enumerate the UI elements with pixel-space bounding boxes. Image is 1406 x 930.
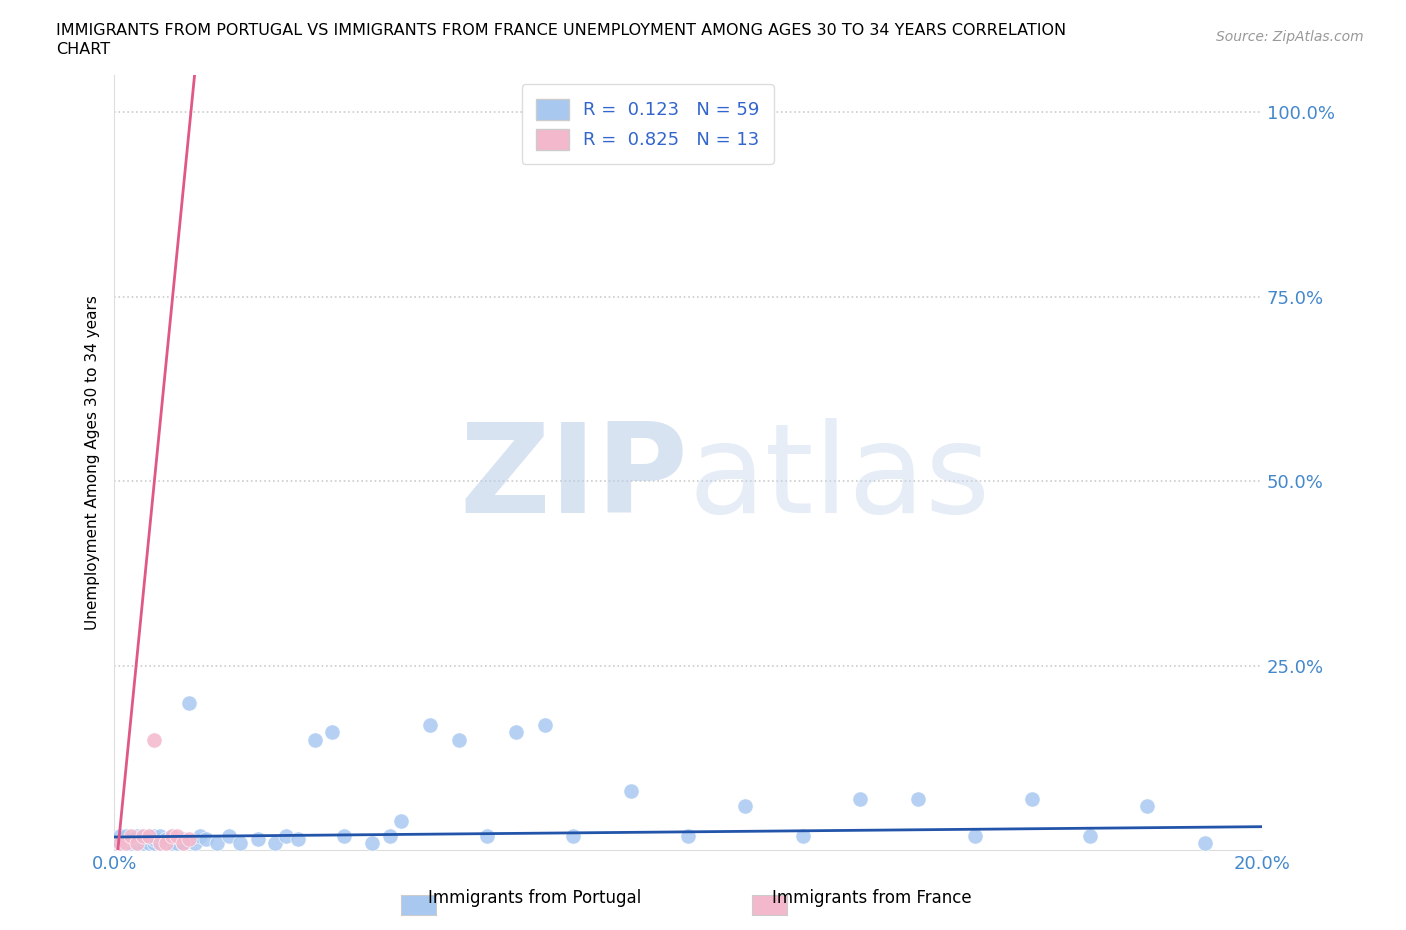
Point [361, 835, 384, 850]
Point [447, 732, 470, 747]
Point [132, 828, 155, 843]
Point [505, 724, 527, 739]
Text: Immigrants from France: Immigrants from France [772, 889, 972, 907]
Point [120, 828, 142, 843]
Point [114, 828, 136, 843]
Point [207, 835, 229, 850]
Point [172, 831, 194, 846]
Point [378, 828, 401, 843]
Point [149, 828, 172, 843]
Point [108, 828, 131, 843]
Point [160, 835, 183, 850]
Point [477, 828, 499, 843]
Point [562, 828, 585, 843]
Point [160, 828, 183, 843]
Point [127, 835, 149, 850]
Point [120, 831, 142, 846]
Point [108, 835, 131, 850]
Point [321, 724, 343, 739]
Legend: R =  0.123   N = 59, R =  0.825   N = 13: R = 0.123 N = 59, R = 0.825 N = 13 [522, 85, 773, 164]
Point [149, 835, 172, 850]
Text: atlas: atlas [688, 418, 990, 538]
Point [183, 835, 205, 850]
Point [149, 835, 172, 850]
Point [143, 835, 166, 850]
Point [177, 696, 200, 711]
Point [1194, 835, 1216, 850]
Point [907, 791, 929, 806]
Point [114, 835, 136, 850]
Point [963, 828, 986, 843]
Point [1078, 828, 1101, 843]
Point [127, 835, 149, 850]
Point [229, 835, 252, 850]
Point [172, 835, 194, 850]
Point [389, 814, 412, 829]
Point [177, 831, 200, 846]
Y-axis label: Unemployment Among Ages 30 to 34 years: Unemployment Among Ages 30 to 34 years [86, 296, 100, 631]
Text: Immigrants from Portugal: Immigrants from Portugal [427, 889, 641, 907]
Point [166, 828, 188, 843]
Point [218, 828, 240, 843]
Point [533, 717, 555, 732]
Point [166, 835, 188, 850]
Point [155, 835, 177, 850]
Text: Source: ZipAtlas.com: Source: ZipAtlas.com [1216, 30, 1364, 44]
Text: IMMIGRANTS FROM PORTUGAL VS IMMIGRANTS FROM FRANCE UNEMPLOYMENT AMONG AGES 30 TO: IMMIGRANTS FROM PORTUGAL VS IMMIGRANTS F… [56, 23, 1066, 38]
Point [1021, 791, 1043, 806]
Point [138, 828, 160, 843]
Text: CHART: CHART [56, 42, 110, 57]
Text: ZIP: ZIP [460, 418, 688, 538]
Point [143, 732, 166, 747]
Point [108, 835, 131, 850]
Point [287, 831, 309, 846]
Point [155, 831, 177, 846]
Point [276, 828, 298, 843]
Point [304, 732, 326, 747]
Point [620, 784, 643, 799]
Point [332, 828, 354, 843]
Point [195, 831, 218, 846]
Point [132, 831, 155, 846]
Point [172, 835, 194, 850]
Point [792, 828, 814, 843]
Point [120, 835, 142, 850]
Point [734, 799, 756, 814]
Point [155, 835, 177, 850]
Point [263, 835, 285, 850]
Point [132, 835, 155, 850]
Point [849, 791, 872, 806]
Point [143, 828, 166, 843]
Point [246, 831, 269, 846]
Point [132, 828, 155, 843]
Point [419, 717, 441, 732]
Point [188, 828, 211, 843]
Point [1136, 799, 1159, 814]
Point [127, 828, 149, 843]
Point [676, 828, 699, 843]
Point [143, 831, 166, 846]
Point [138, 828, 160, 843]
Point [114, 835, 136, 850]
Point [160, 828, 183, 843]
Point [138, 835, 160, 850]
